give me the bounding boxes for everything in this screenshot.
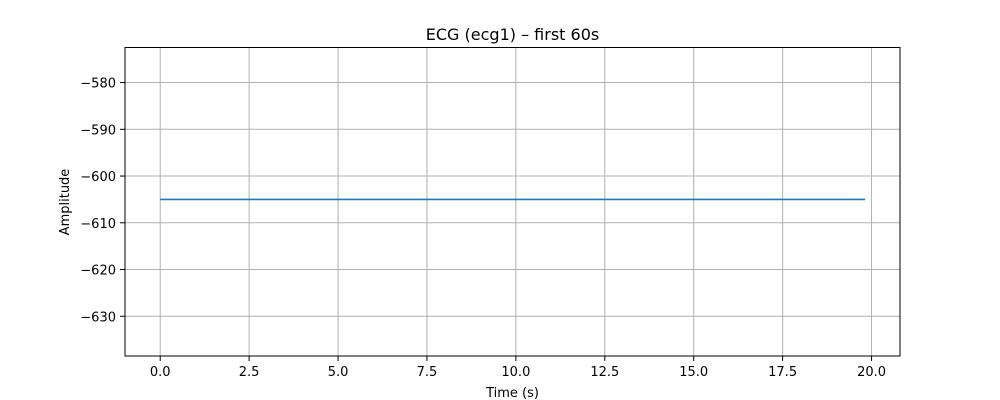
x-tick-label: 2.5 bbox=[239, 365, 260, 380]
x-axis-label: Time (s) bbox=[485, 386, 539, 400]
plot-frame bbox=[124, 47, 901, 357]
x-tick-label: 15.0 bbox=[679, 365, 708, 380]
ticks: 0.0 2.5 5.0 7.5 10.0 12.5 15.0 17.5 20.0 −580 −590… bbox=[80, 77, 886, 380]
chart-title: ECG (ecg1) – first 60s bbox=[426, 25, 599, 44]
x-tick-label: 0.0 bbox=[150, 365, 171, 380]
x-tick-label: 7.5 bbox=[417, 365, 438, 380]
y-tick-label: −610 bbox=[80, 217, 116, 232]
x-tick-label: 10.0 bbox=[501, 365, 530, 380]
y-tick-label: −620 bbox=[80, 264, 116, 279]
x-tick-label: 5.0 bbox=[328, 365, 349, 380]
y-tick-label: −580 bbox=[80, 77, 116, 92]
y-tick-label: −630 bbox=[80, 310, 116, 325]
x-tick-label: 17.5 bbox=[768, 365, 797, 380]
y-tick-label: −600 bbox=[80, 170, 116, 185]
x-tick-label: 12.5 bbox=[590, 365, 619, 380]
grid bbox=[125, 47, 900, 356]
y-axis-label: Amplitude bbox=[58, 169, 73, 236]
y-tick-label: −590 bbox=[80, 123, 116, 138]
x-tick-label: 20.0 bbox=[857, 365, 886, 380]
